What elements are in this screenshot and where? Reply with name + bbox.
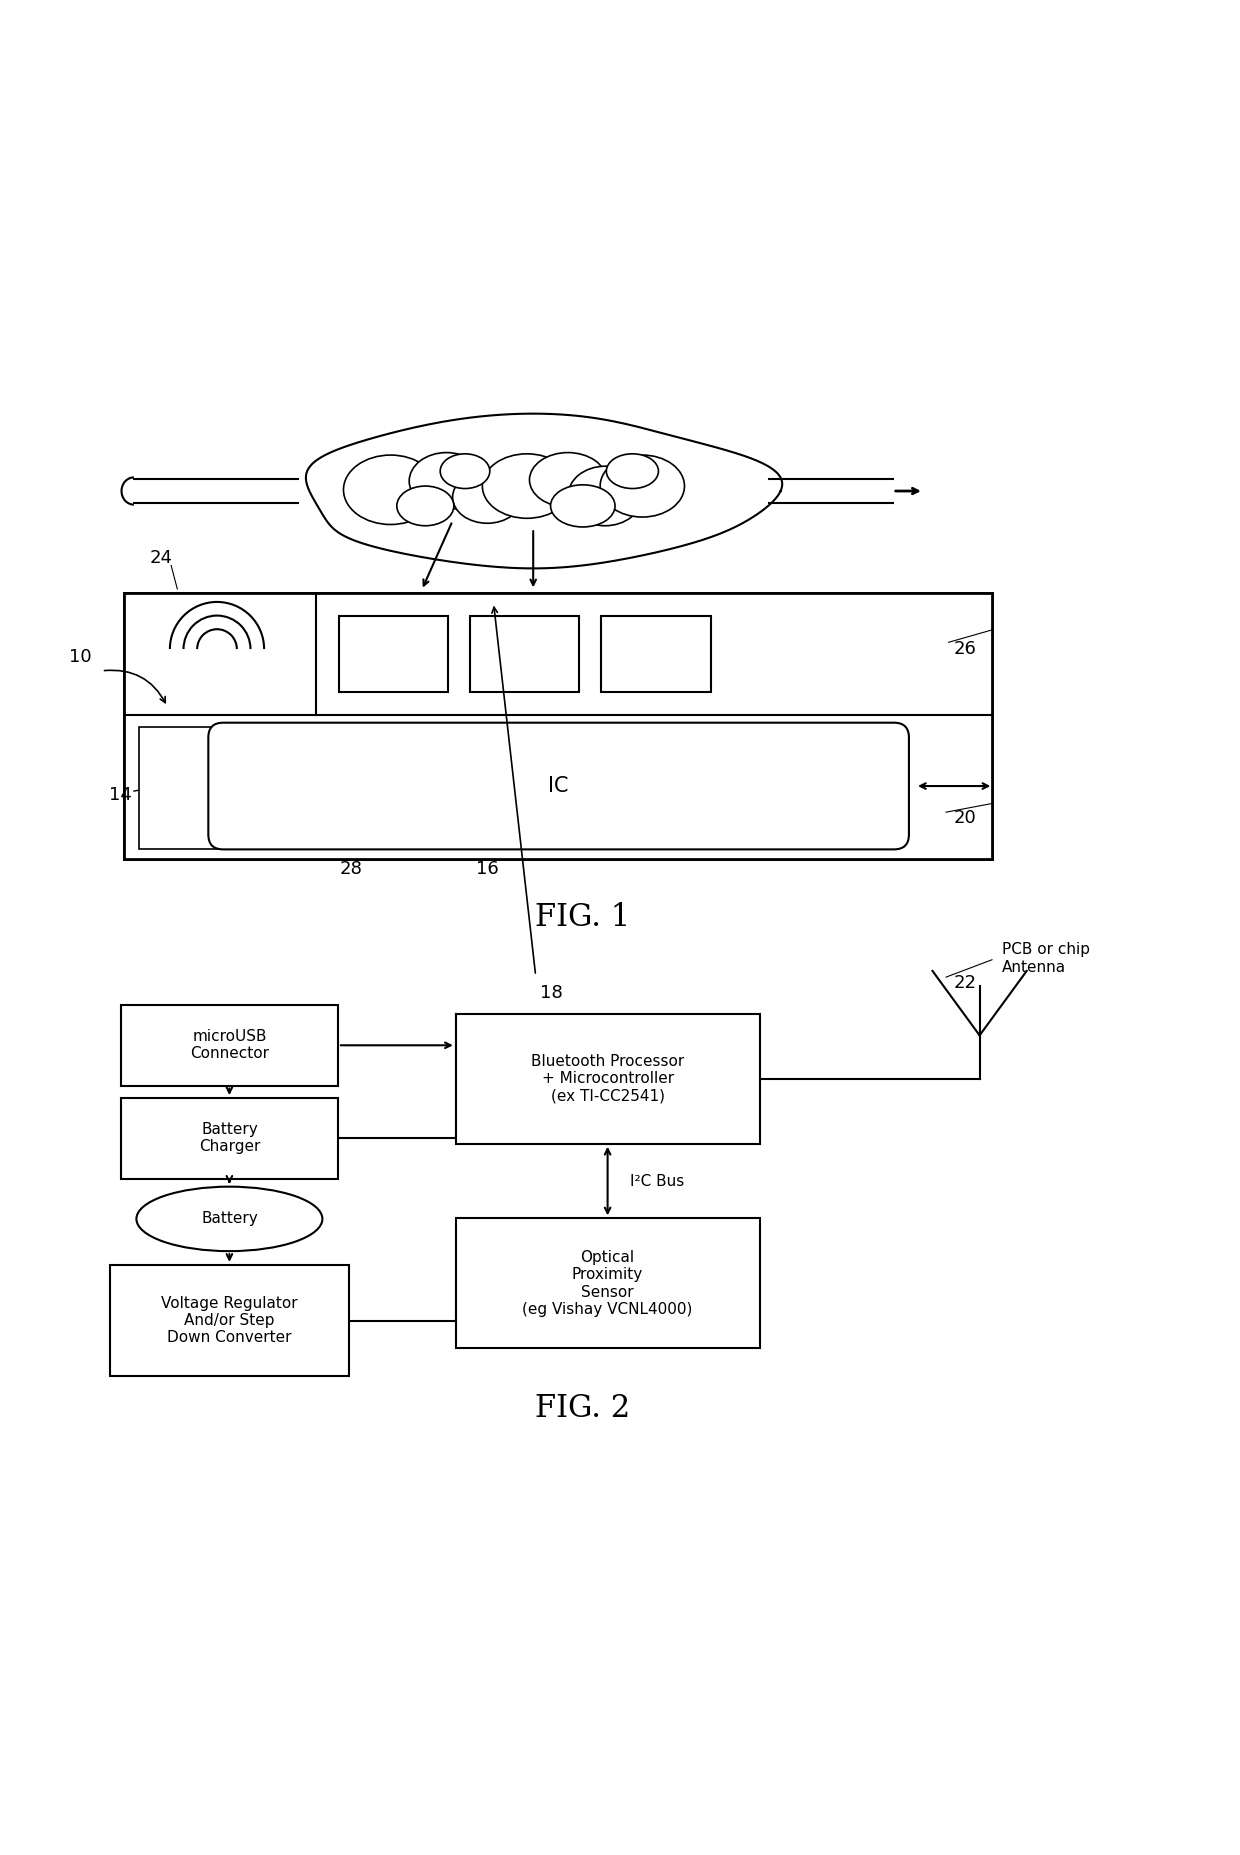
Text: 14: 14 <box>109 787 131 803</box>
Ellipse shape <box>409 453 484 510</box>
Ellipse shape <box>136 1187 322 1250</box>
Ellipse shape <box>397 486 454 525</box>
Text: FIG. 2: FIG. 2 <box>536 1393 630 1425</box>
Bar <box>470 616 579 692</box>
Text: Battery: Battery <box>201 1211 258 1226</box>
FancyBboxPatch shape <box>208 723 909 850</box>
Text: 10: 10 <box>69 647 92 666</box>
Bar <box>456 1219 759 1349</box>
Ellipse shape <box>343 454 438 525</box>
Text: 22: 22 <box>954 974 976 992</box>
Bar <box>601 616 711 692</box>
Text: 28: 28 <box>340 861 362 877</box>
Text: PCB or chip
Antenna: PCB or chip Antenna <box>1002 942 1090 974</box>
Text: IC: IC <box>548 775 569 796</box>
Text: 26: 26 <box>954 640 976 657</box>
Bar <box>122 1098 337 1178</box>
Ellipse shape <box>529 453 606 506</box>
Bar <box>456 1013 759 1145</box>
Text: Battery
Charger: Battery Charger <box>198 1122 260 1154</box>
Ellipse shape <box>568 466 642 525</box>
Text: I²C Bus: I²C Bus <box>630 1174 684 1189</box>
Bar <box>124 594 992 859</box>
Ellipse shape <box>606 454 658 488</box>
Text: 20: 20 <box>954 809 976 827</box>
Ellipse shape <box>600 454 684 518</box>
Bar <box>339 616 448 692</box>
Ellipse shape <box>551 484 615 527</box>
Text: Voltage Regulator
And/or Step
Down Converter: Voltage Regulator And/or Step Down Conve… <box>161 1295 298 1345</box>
Ellipse shape <box>453 471 522 523</box>
Bar <box>139 727 294 850</box>
Text: microUSB
Connector: microUSB Connector <box>190 1030 269 1061</box>
Text: 16: 16 <box>476 861 498 877</box>
Ellipse shape <box>482 454 572 518</box>
Bar <box>109 1265 350 1376</box>
Bar <box>122 1005 337 1085</box>
Ellipse shape <box>440 454 490 488</box>
Text: Optical
Proximity
Sensor
(eg Vishay VCNL4000): Optical Proximity Sensor (eg Vishay VCNL… <box>522 1250 693 1317</box>
Text: 24: 24 <box>150 549 172 568</box>
Text: FIG. 1: FIG. 1 <box>536 902 630 933</box>
Text: 18: 18 <box>541 985 563 1002</box>
Text: Bluetooth Processor
+ Microcontroller
(ex TI-CC2541): Bluetooth Processor + Microcontroller (e… <box>531 1054 684 1104</box>
